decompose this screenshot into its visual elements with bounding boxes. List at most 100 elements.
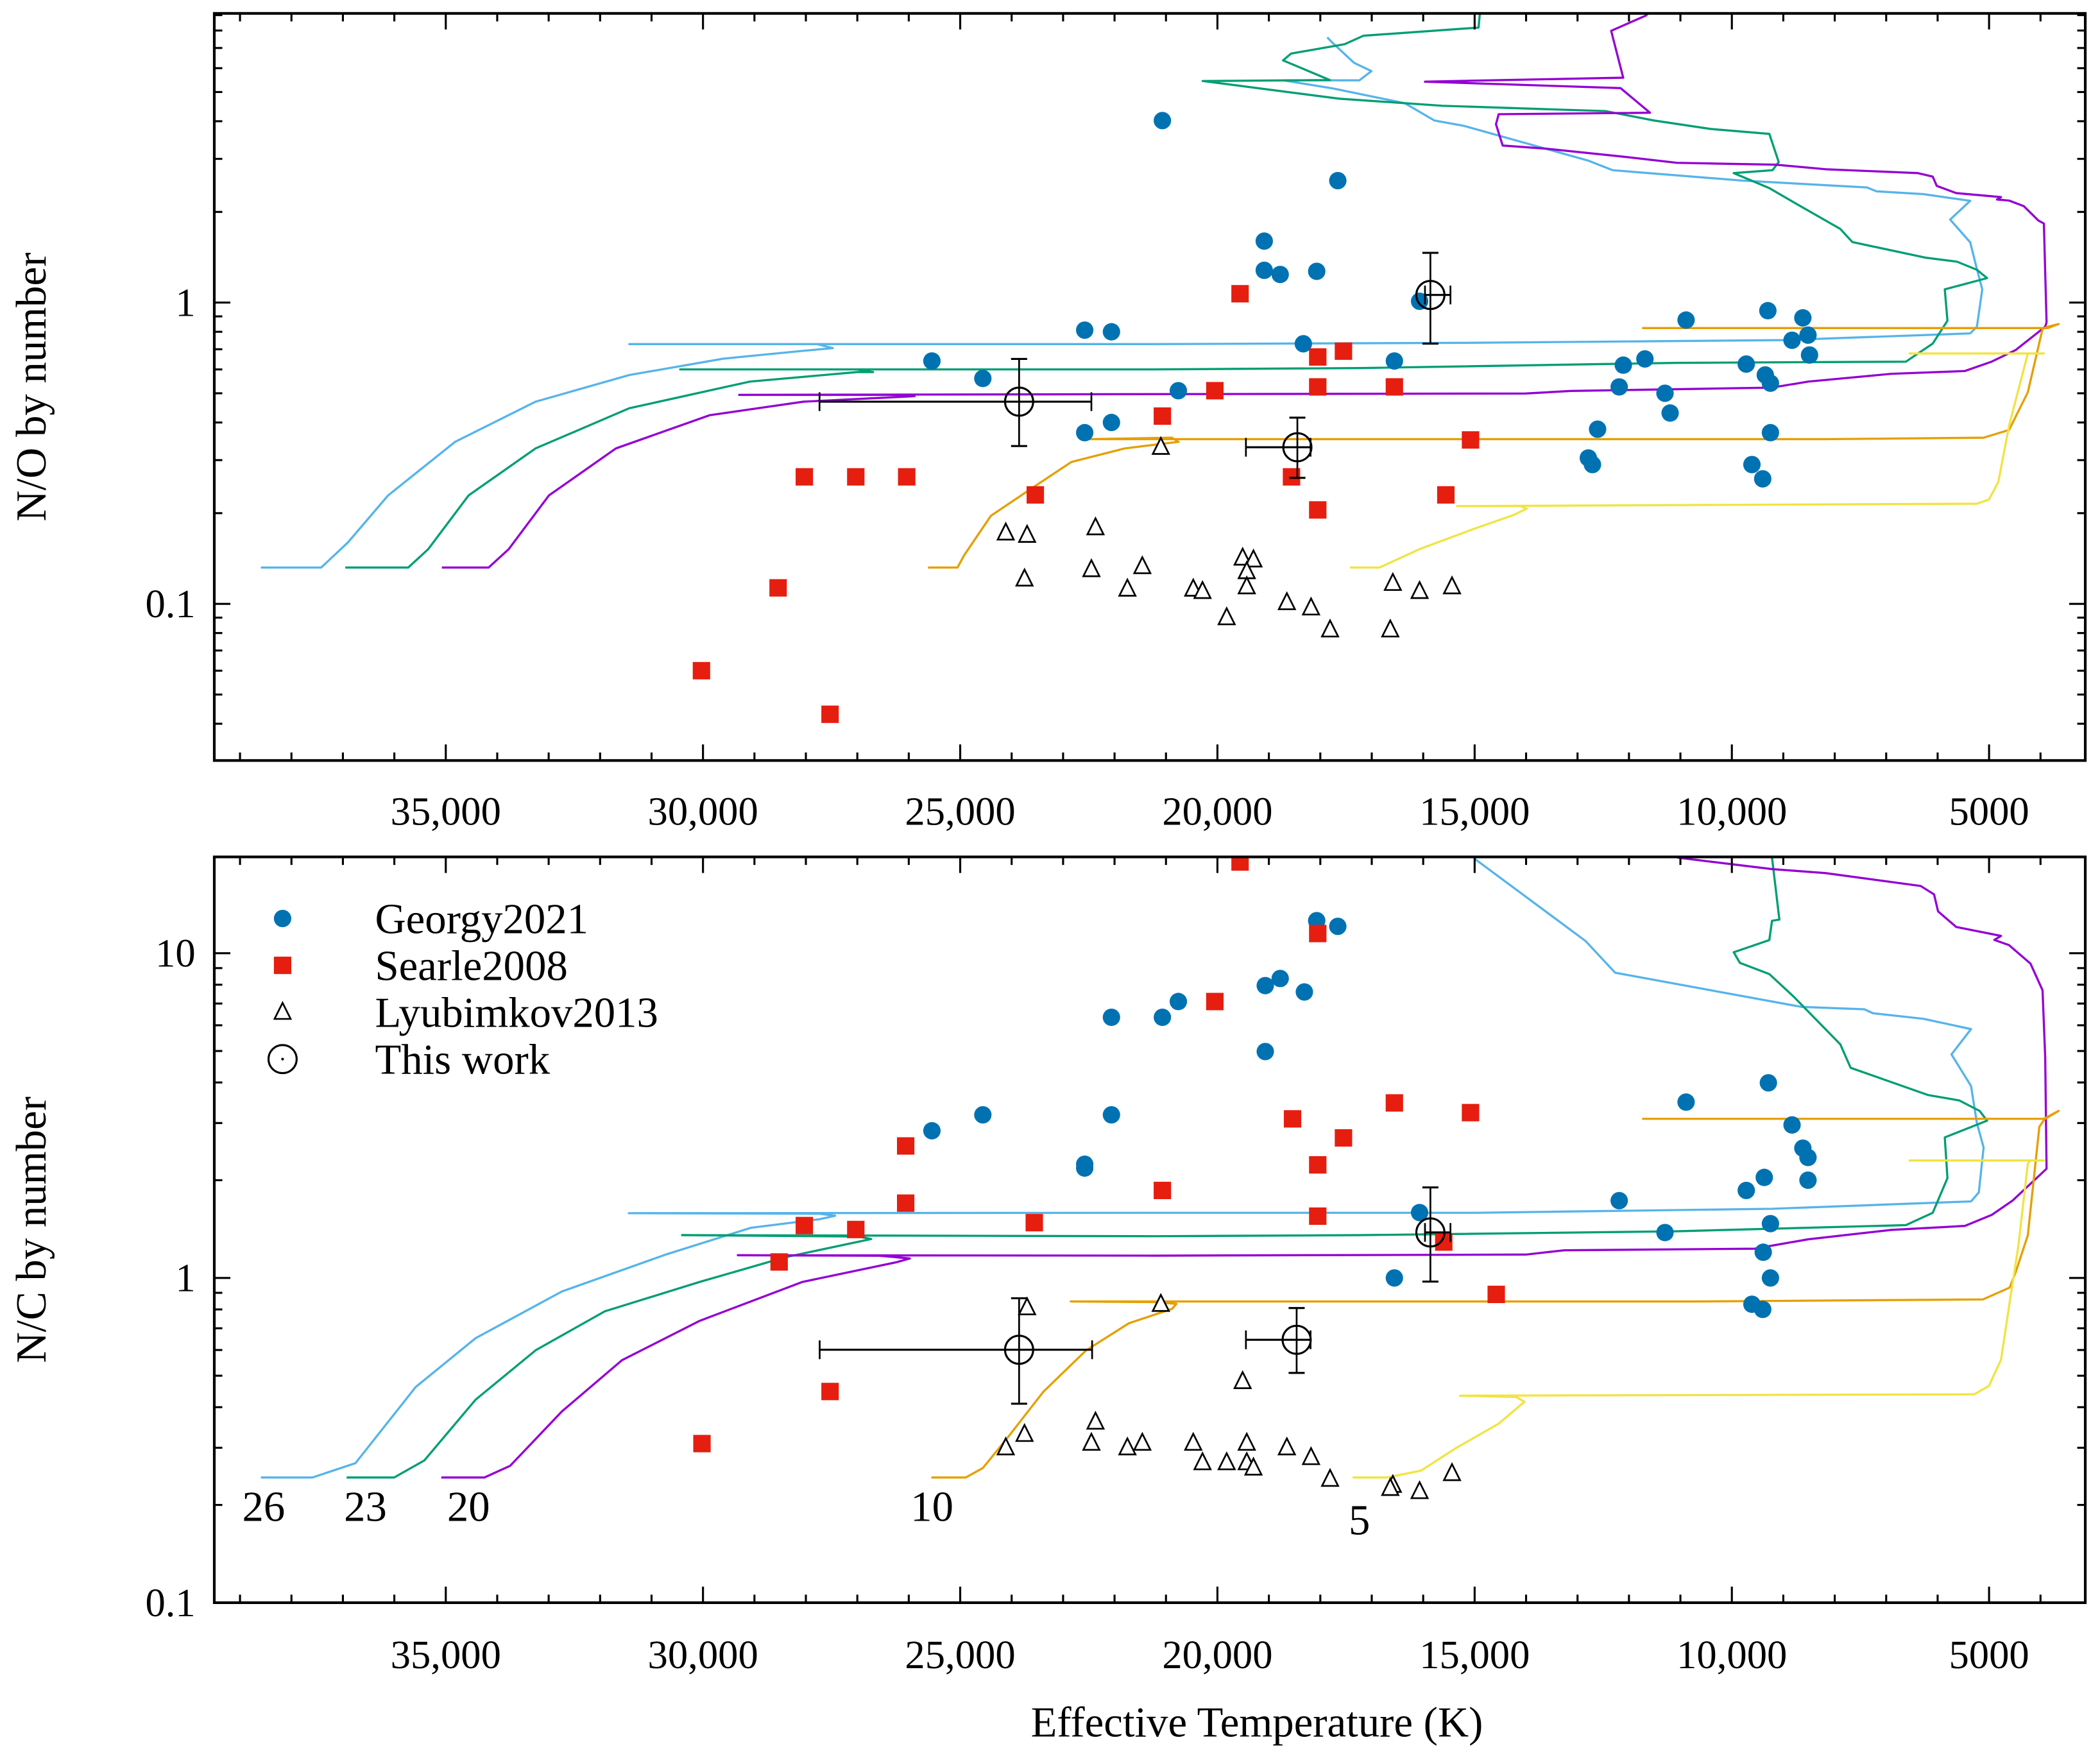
- georgy2021-point: [1154, 1008, 1172, 1027]
- georgy2021-point: [1799, 1148, 1817, 1166]
- legend-label: Searle2008: [375, 943, 567, 990]
- searle2008-point: [1309, 925, 1327, 943]
- georgy2021-point: [1589, 420, 1607, 438]
- searle2008-point: [1462, 431, 1480, 449]
- track-10-msun: [931, 1109, 2060, 1479]
- lyubimkov2013-point: [1193, 580, 1212, 599]
- searle2008-point: [1027, 486, 1045, 504]
- y-tick-label: 1: [175, 280, 195, 325]
- searle2008-point: [1385, 378, 1403, 396]
- lyubimkov2013-point: [1015, 567, 1034, 587]
- lyubimkov2013-point: [1381, 1477, 1400, 1496]
- georgy2021-point: [974, 1105, 992, 1124]
- x-axis: 35,000 30,000 25,000 20,000 15,000 10,000 5000: [239, 13, 2042, 833]
- x-tick-label: 15,000: [1419, 1632, 1530, 1677]
- georgy2021-point: [1754, 1243, 1772, 1261]
- lyubimkov2013-point: [1442, 1462, 1462, 1481]
- georgy2021-point: [1754, 470, 1771, 488]
- searle2008-point: [770, 1253, 788, 1271]
- searle2008-point: [1462, 1104, 1480, 1122]
- georgy2021-point: [1761, 1215, 1779, 1233]
- track-mass-label: 5: [1349, 1496, 1370, 1544]
- track-20-msun: [441, 13, 2048, 569]
- this-work-point: [1245, 1307, 1312, 1374]
- this-work-marker: [1415, 1217, 1446, 1248]
- lyubimkov2013-point: [1442, 575, 1462, 595]
- x-axis-label: Effective Temperature (K): [1031, 1699, 1483, 1746]
- x-tick-label: 35,000: [391, 789, 501, 833]
- georgy2021-point: [1737, 355, 1755, 373]
- searle2008-point: [847, 1220, 865, 1238]
- y-axis: 0.1 1 10: [145, 931, 2086, 1625]
- lyubimkov2013-point: [1193, 1451, 1212, 1471]
- panel-n-o: 35,000 30,000 25,000 20,000 15,000 10,000 5000…: [8, 12, 2087, 833]
- lyubimkov2013-point: [1217, 606, 1236, 626]
- searle2008-point: [693, 1435, 711, 1453]
- searle2008-point: [1309, 1156, 1327, 1174]
- searle2008-point: [1309, 1207, 1327, 1225]
- track-23-msun: [346, 857, 1988, 1479]
- data-points: [693, 857, 1817, 1499]
- georgy2021-point: [1759, 1074, 1777, 1092]
- georgy2021-point: [1076, 321, 1094, 339]
- searle2008-point: [1437, 486, 1455, 504]
- searle2008-point: [1154, 1181, 1172, 1199]
- this-work-marker: [1003, 386, 1034, 417]
- legend-item: Lyubimkov2013: [273, 989, 658, 1037]
- y-tick-label: 10: [155, 931, 196, 976]
- track-mass-label: 26: [242, 1483, 285, 1531]
- georgy2021-point: [1755, 1168, 1773, 1186]
- lyubimkov2013-point: [1381, 618, 1400, 638]
- track-20-msun: [441, 857, 2048, 1479]
- track-mass-label: 20: [447, 1483, 490, 1531]
- this-work-point: [1245, 416, 1313, 479]
- track-5-msun: [1350, 352, 2045, 569]
- x-tick-label: 5000: [1949, 1632, 2029, 1677]
- y-axis: 0.11: [145, 14, 2086, 725]
- track-26-msun: [260, 857, 1985, 1479]
- this-work-marker: [1415, 280, 1446, 311]
- searle2008-point: [796, 1216, 814, 1234]
- legend-item: This work: [267, 1036, 551, 1084]
- track-5-msun: [1353, 1159, 2045, 1479]
- georgy2021-point: [1329, 171, 1347, 190]
- georgy2021-point: [1743, 456, 1761, 474]
- georgy2021-point: [1761, 1269, 1779, 1287]
- y-axis-label: N/C by number: [8, 1097, 55, 1363]
- lyubimkov2013-point: [1237, 575, 1256, 595]
- georgy2021-point: [1329, 917, 1347, 935]
- lyubimkov2013-point: [1118, 577, 1137, 597]
- georgy2021-point: [1295, 983, 1313, 1001]
- georgy2021-point: [1102, 1105, 1120, 1124]
- searle2008-point: [796, 468, 814, 486]
- georgy2021-point: [1154, 112, 1172, 130]
- lyubimkov2013-point: [1277, 591, 1297, 610]
- lyubimkov2013-point: [1184, 1431, 1203, 1451]
- legend-square-icon: [273, 957, 292, 975]
- georgy2021-point: [1256, 1043, 1274, 1061]
- lyubimkov2013-point: [1151, 436, 1170, 455]
- this-work-marker: [1003, 1335, 1034, 1365]
- x-tick-label: 5000: [1949, 789, 2029, 833]
- georgy2021-point: [1076, 423, 1094, 441]
- this-work-point: [1415, 252, 1452, 345]
- lyubimkov2013-point: [1018, 524, 1037, 543]
- georgy2021-point: [923, 1122, 941, 1139]
- searle2008-point: [896, 1194, 915, 1212]
- georgy2021-point: [1759, 302, 1777, 320]
- lyubimkov2013-point: [1320, 1467, 1340, 1487]
- searle2008-point: [821, 1383, 839, 1401]
- searle2008-point: [1231, 857, 1249, 871]
- legend-label: Lyubimkov2013: [375, 989, 658, 1037]
- x-tick-label: 30,000: [648, 789, 758, 833]
- lyubimkov2013-point: [1243, 548, 1263, 568]
- evolution-tracks: [260, 13, 2060, 569]
- georgy2021-point: [1410, 293, 1429, 311]
- georgy2021-point: [1308, 262, 1326, 280]
- legend-item: Georgy2021: [273, 896, 588, 943]
- georgy2021-point: [1783, 1116, 1801, 1134]
- y-tick-label: 0.1: [145, 1580, 195, 1625]
- this-work-point: [1415, 1186, 1452, 1283]
- lyubimkov2013-point: [1132, 555, 1152, 574]
